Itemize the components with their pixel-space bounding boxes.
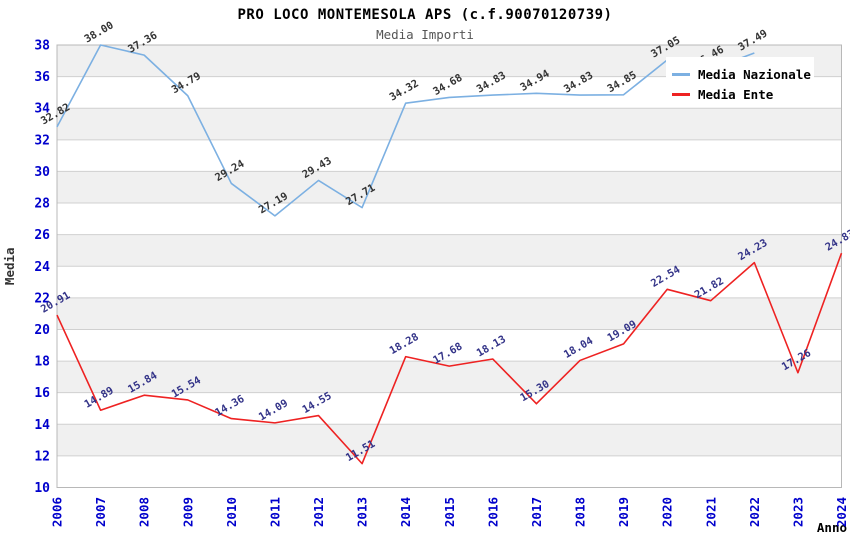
x-tick-label: 2006 (50, 497, 65, 527)
y-tick-label: 26 (34, 228, 50, 243)
y-tick-label: 10 (34, 481, 50, 496)
series-line-media-ente (56, 252, 843, 465)
x-tick-label: 2018 (573, 497, 588, 527)
page-title: PRO LOCO MONTEMESOLA APS (c.f.9007012073… (237, 7, 613, 23)
x-tick-label: 2016 (485, 497, 500, 527)
y-axis-title: Media (2, 247, 17, 285)
legend-label: Media Nazionale (698, 66, 811, 82)
x-tick-label: 2007 (93, 497, 108, 527)
x-tick-label: 2022 (747, 497, 762, 527)
y-tick-label: 16 (34, 386, 50, 401)
legend-item-media-nazionale: Media Nazionale (672, 64, 811, 84)
y-tick-label: 34 (34, 102, 50, 117)
media-ente-line-swatch-icon (672, 92, 690, 96)
y-tick-label: 36 (34, 70, 50, 85)
legend-label: Media Ente (698, 86, 774, 102)
y-tick-label: 30 (34, 165, 50, 180)
x-tick-label: 2011 (267, 497, 282, 527)
x-tick-label: 2010 (224, 497, 239, 527)
plot-band (57, 297, 842, 330)
plot-band (57, 455, 842, 488)
plot-border (56, 44, 842, 488)
y-tick-label: 28 (34, 197, 50, 212)
x-tick-label: 2024 (834, 497, 849, 527)
x-tick-label: 2017 (529, 497, 544, 527)
x-tick-label: 2023 (790, 497, 805, 527)
x-tick-label: 2015 (442, 497, 457, 527)
y-tick-label: 20 (34, 323, 50, 338)
y-tick-label: 12 (34, 449, 50, 464)
plot-band (57, 392, 842, 425)
y-tick-label: 18 (34, 355, 50, 370)
plot-band (57, 266, 842, 298)
y-tick-label: 38 (34, 39, 50, 54)
series-line-media-nazionale (56, 44, 755, 217)
plot-band (57, 424, 842, 456)
chart-subtitle: Media Importi (376, 27, 474, 42)
y-tick-label: 14 (34, 418, 50, 433)
plot-band (57, 171, 842, 204)
chart-legend: Media Nazionale Media Ente (666, 57, 814, 107)
y-tick-label: 24 (34, 260, 50, 275)
plot-band (57, 108, 842, 140)
x-tick-label: 2009 (180, 497, 195, 527)
x-tick-label: 2021 (703, 497, 718, 527)
plot-band (57, 234, 842, 267)
x-axis-title: Anno (817, 520, 847, 535)
x-tick-label: 2012 (311, 497, 326, 527)
legend-item-media-ente: Media Ente (672, 84, 808, 104)
x-tick-label: 2013 (355, 497, 370, 527)
plot-band (57, 329, 842, 362)
y-tick-label: 22 (34, 291, 50, 306)
y-tick-label: 32 (34, 133, 50, 148)
media-nazionale-line-swatch-icon (672, 72, 690, 76)
x-tick-label: 2008 (137, 497, 152, 527)
plot-band (57, 139, 842, 172)
data-label: 38.00 (82, 19, 115, 45)
plot-band (57, 203, 842, 235)
x-tick-label: 2019 (616, 497, 631, 527)
x-tick-label: 2014 (398, 497, 413, 527)
x-tick-label: 2020 (660, 497, 675, 527)
